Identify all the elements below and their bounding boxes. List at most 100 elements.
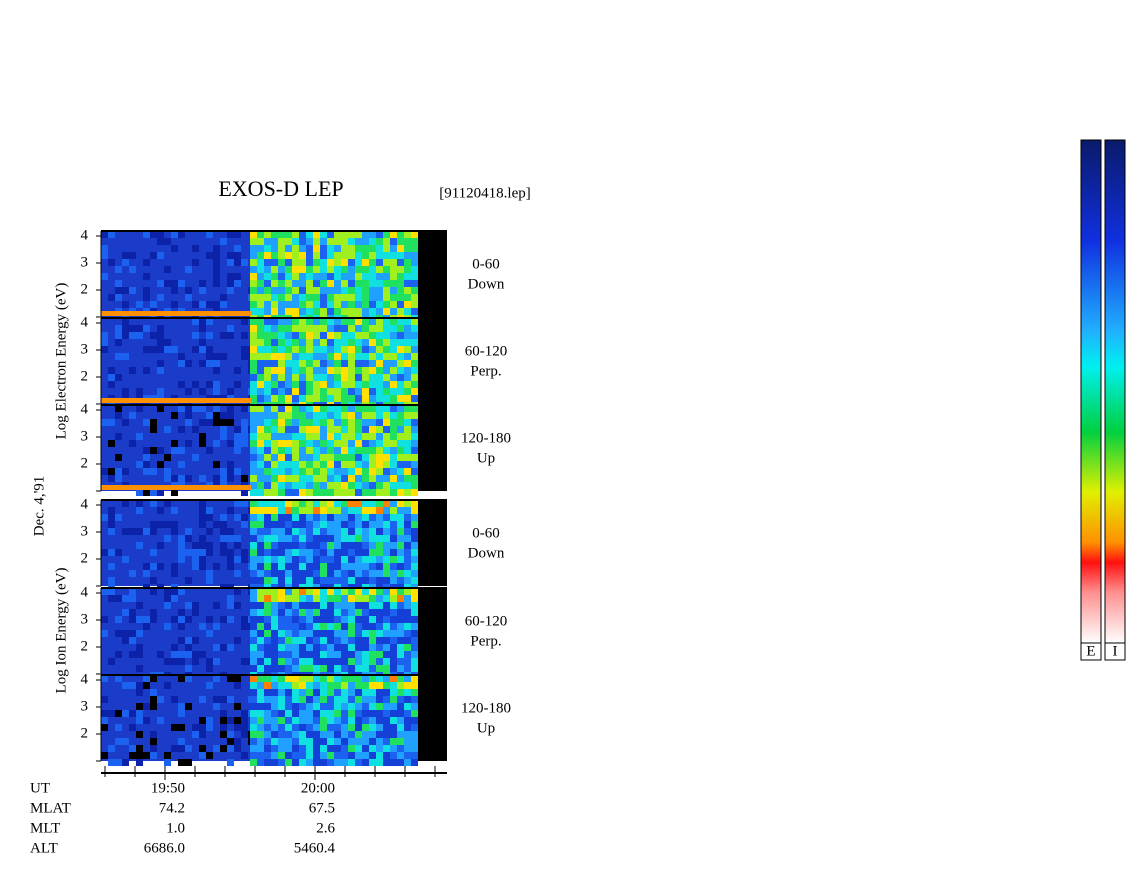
spectrogram-cell	[129, 252, 136, 259]
spectrogram-cell	[157, 461, 164, 468]
spectrogram-cell	[157, 542, 164, 549]
spectrogram-cell	[278, 259, 285, 266]
spectrogram-cell	[292, 475, 299, 482]
spectrogram-cell	[411, 440, 418, 447]
spectrogram-cell	[397, 644, 404, 651]
spectrogram-cell	[271, 528, 278, 535]
spectrogram-cell	[369, 395, 376, 402]
spectrogram-cell	[320, 381, 327, 388]
spectrogram-cell	[376, 630, 383, 637]
spectrogram-cell	[285, 507, 292, 514]
spectrogram-cell	[327, 609, 334, 616]
spectrogram-cell	[383, 752, 390, 759]
spectrogram-cell	[327, 353, 334, 360]
spectrogram-cell	[234, 745, 241, 752]
spectrogram-cell	[299, 339, 306, 346]
spectrogram-cell	[178, 637, 185, 644]
panel-range: 60-120	[465, 343, 508, 359]
spectrogram-cell	[376, 405, 383, 412]
spectrogram-cell	[250, 577, 257, 584]
spectrogram-cell	[278, 521, 285, 528]
spectrogram-cell	[264, 570, 271, 577]
spectrogram-cell	[341, 318, 348, 325]
spectrogram-cell	[136, 602, 143, 609]
spectrogram-cell	[185, 412, 192, 419]
spectrogram-cell	[278, 252, 285, 259]
spectrogram-cell	[411, 433, 418, 440]
spectrogram-cell	[264, 535, 271, 542]
spectrogram-cell	[271, 231, 278, 238]
spectrogram-cell	[264, 266, 271, 273]
spectrogram-cell	[411, 353, 418, 360]
spectrogram-cell	[411, 752, 418, 759]
spectrogram-cell	[376, 703, 383, 710]
spectrogram-cell	[285, 287, 292, 294]
spectrogram-cell	[136, 703, 143, 710]
spectrogram-cell	[164, 346, 171, 353]
spectrogram-cell	[320, 287, 327, 294]
spectrogram-cell	[178, 609, 185, 616]
spectrogram-cell	[348, 542, 355, 549]
spectrogram-cell	[264, 651, 271, 658]
spectrogram-cell	[257, 252, 264, 259]
spectrogram-cell	[306, 637, 313, 644]
y-axis-label: Log Electron Energy (eV)	[53, 283, 69, 440]
spectrogram-cell	[320, 405, 327, 412]
spectrogram-cell	[404, 644, 411, 651]
spectrogram-cell	[213, 252, 220, 259]
spectrogram-cell	[320, 609, 327, 616]
spectrogram-cell	[397, 675, 404, 682]
spectrogram-cell	[334, 287, 341, 294]
spectrogram-cell	[376, 616, 383, 623]
spectrogram-cell	[271, 507, 278, 514]
spectrogram-cell	[369, 563, 376, 570]
spectrogram-cell	[234, 231, 241, 238]
spectrogram-cell	[257, 665, 264, 672]
spectrogram-cell	[306, 609, 313, 616]
spectrogram-cell	[355, 717, 362, 724]
spectrogram-cell	[206, 332, 213, 339]
spectrogram-cell	[362, 461, 369, 468]
spectrogram-cell	[234, 542, 241, 549]
spectrogram-cell	[320, 623, 327, 630]
spectrogram-cell	[306, 521, 313, 528]
spectrogram-cell	[299, 419, 306, 426]
spectrogram-cell	[327, 308, 334, 315]
spectrogram-cell	[178, 381, 185, 388]
spectrogram-cell	[271, 738, 278, 745]
spectrogram-cell	[348, 644, 355, 651]
spectrogram-cell	[164, 475, 171, 482]
spectrogram-cell	[178, 231, 185, 238]
spectrogram-cell	[390, 280, 397, 287]
spectrogram-cell	[292, 231, 299, 238]
spectrogram-cell	[313, 447, 320, 454]
spectrogram-cell	[299, 482, 306, 489]
spectrogram-cell	[271, 724, 278, 731]
spectrogram-cell	[199, 623, 206, 630]
spectrogram-cell	[250, 231, 257, 238]
spectrogram-cell	[150, 521, 157, 528]
spectrogram-cell	[341, 273, 348, 280]
spectrogram-cell	[397, 588, 404, 595]
spectrogram-cell	[348, 731, 355, 738]
spectrogram-cell	[122, 595, 129, 602]
spectrogram-cell	[306, 563, 313, 570]
y-tick-label: 2	[81, 725, 89, 741]
spectrogram-cell	[313, 535, 320, 542]
spectrogram-cell	[397, 630, 404, 637]
spectrogram-cell	[220, 332, 227, 339]
spectrogram-cell	[206, 419, 213, 426]
spectrogram-cell	[199, 360, 206, 367]
spectrogram-cell	[348, 696, 355, 703]
spectrogram-cell	[220, 426, 227, 433]
spectrogram-cell	[397, 412, 404, 419]
spectrogram-cell	[171, 489, 178, 496]
spectrogram-cell	[341, 360, 348, 367]
spectrogram-cell	[320, 703, 327, 710]
spectrogram-cell	[278, 346, 285, 353]
spectrogram-cell	[278, 238, 285, 245]
spectrogram-cell	[299, 521, 306, 528]
spectrogram-cell	[285, 556, 292, 563]
spectrogram-cell	[178, 461, 185, 468]
